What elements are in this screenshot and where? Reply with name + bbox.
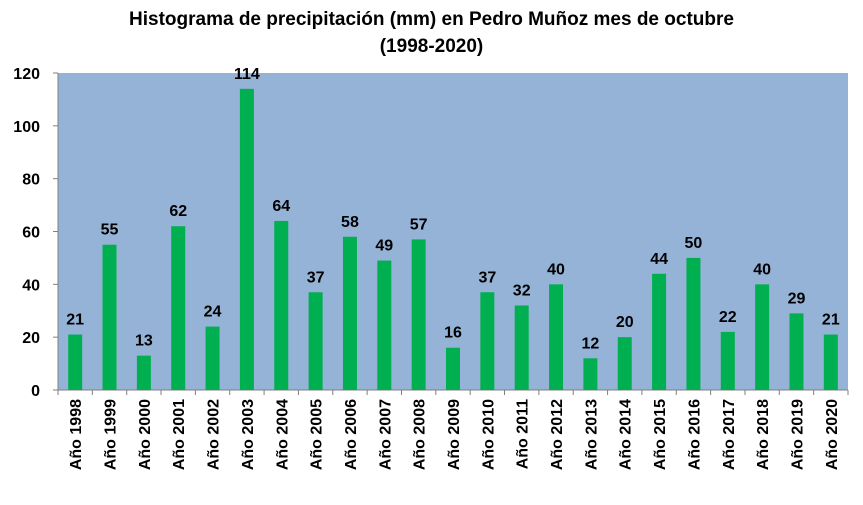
data-label: 49	[375, 238, 393, 255]
data-label: 114	[234, 66, 260, 83]
x-tick-label: Año 2003	[240, 399, 257, 470]
x-tick-label: Año 2014	[618, 399, 635, 470]
bar	[411, 239, 426, 390]
data-label: 21	[822, 312, 840, 329]
x-tick-label: Año 2012	[549, 399, 566, 470]
x-tick-label: Año 2015	[652, 399, 669, 470]
data-label: 16	[444, 325, 462, 342]
data-label: 24	[204, 304, 222, 321]
data-label: 40	[753, 261, 771, 278]
bar	[136, 355, 151, 390]
y-tick-label: 40	[22, 277, 40, 294]
x-tick-label: Año 2016	[686, 399, 703, 470]
bar	[239, 88, 254, 390]
x-tick-label: Año 2013	[583, 399, 600, 470]
y-tick-label: 20	[22, 330, 40, 347]
bar	[446, 347, 460, 390]
bar	[789, 313, 804, 390]
y-tick-label: 60	[22, 225, 40, 242]
x-tick-label: Año 2000	[137, 399, 154, 470]
x-tick-label: Año 2002	[206, 399, 223, 470]
data-label: 20	[616, 314, 634, 331]
chart-title-block: Histograma de precipitación (mm) en Pedr…	[0, 6, 863, 60]
bar	[652, 273, 667, 390]
x-tick-label: Año 2017	[721, 399, 738, 470]
bar	[205, 326, 220, 390]
data-label: 29	[788, 290, 806, 307]
y-tick-label: 80	[22, 172, 40, 189]
chart-title: Histograma de precipitación (mm) en Pedr…	[129, 9, 734, 30]
data-label: 40	[547, 261, 565, 278]
bar	[583, 358, 598, 390]
bar	[823, 334, 838, 390]
x-tick-label: Año 2008	[412, 399, 429, 470]
chart-subtitle: (1998-2020)	[379, 36, 484, 57]
bar	[480, 292, 495, 390]
x-tick-label: Año 2007	[377, 399, 394, 470]
data-label: 37	[307, 269, 325, 286]
y-tick-label: 100	[13, 119, 40, 136]
data-label: 12	[581, 335, 599, 352]
data-label: 57	[410, 216, 428, 233]
data-label: 32	[513, 282, 531, 299]
bar	[549, 284, 564, 390]
x-tick-label: Año 2020	[824, 399, 841, 470]
bar	[308, 292, 323, 390]
bar	[342, 236, 357, 390]
bar	[68, 334, 83, 390]
bar	[102, 244, 117, 390]
x-tick-label: Año 2005	[309, 399, 326, 470]
data-label: 58	[341, 214, 359, 231]
data-label: 62	[169, 203, 187, 220]
x-tick-label: Año 1999	[103, 399, 120, 470]
x-tick-label: Año 2001	[171, 399, 188, 470]
bar	[171, 226, 186, 390]
x-tick-label: Año 1998	[68, 399, 85, 470]
x-tick-label: Año 2011	[515, 399, 532, 469]
x-tick-label: Año 2018	[755, 399, 772, 470]
bar	[274, 220, 289, 390]
bar	[686, 257, 701, 390]
data-label: 55	[101, 222, 119, 239]
data-label: 13	[135, 333, 153, 350]
bar	[617, 337, 632, 390]
bar	[720, 331, 735, 390]
x-tick-label: Año 2019	[789, 399, 806, 470]
plot-area	[58, 73, 848, 390]
y-tick-label: 120	[13, 66, 40, 83]
bar	[377, 260, 392, 390]
data-label: 44	[650, 251, 668, 268]
x-tick-label: Año 2006	[343, 399, 360, 470]
y-tick-label: 0	[31, 383, 40, 400]
data-label: 21	[66, 312, 84, 329]
data-label: 64	[272, 198, 290, 215]
bar	[755, 284, 770, 390]
data-label: 22	[719, 309, 737, 326]
data-label: 50	[685, 235, 703, 252]
data-label: 37	[478, 269, 496, 286]
x-tick-label: Año 2004	[274, 399, 291, 470]
x-tick-label: Año 2009	[446, 399, 463, 470]
x-tick-label: Año 2010	[480, 399, 497, 470]
bar	[514, 305, 529, 390]
